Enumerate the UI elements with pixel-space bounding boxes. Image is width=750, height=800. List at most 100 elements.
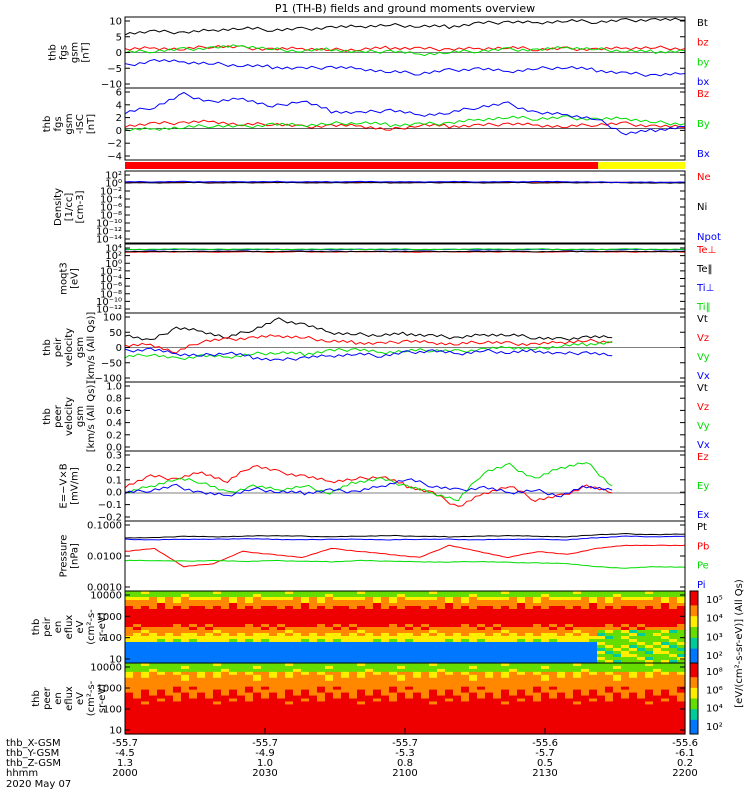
- spectrogram-cell: [285, 615, 294, 619]
- spectrogram-cell: [405, 668, 414, 673]
- spectrogram-cell: [189, 692, 198, 697]
- spectrogram-cell: [213, 627, 222, 631]
- spectrogram-cell: [333, 663, 342, 667]
- spectrogram-cell: [461, 701, 470, 706]
- spectrogram-cell: [605, 642, 614, 646]
- spectrogram-cell: [429, 627, 438, 631]
- spectrogram-cell: [533, 636, 542, 640]
- spectrogram-cell: [509, 692, 518, 697]
- spectrogram-cell: [269, 710, 278, 714]
- spectrogram-cell: [501, 671, 510, 676]
- spectrogram-cell: [133, 615, 142, 619]
- spectrogram-cell: [645, 660, 654, 664]
- spectrogram-cell: [125, 597, 134, 601]
- spectrogram-cell: [613, 636, 622, 640]
- spectrogram-cell: [645, 698, 654, 703]
- spectrogram-cell: [141, 642, 150, 646]
- spectrogram-cell: [637, 615, 646, 619]
- spectrogram-cell: [541, 686, 550, 691]
- spectrogram-cell: [645, 603, 654, 607]
- spectrogram-cell: [197, 606, 206, 610]
- spectrogram-cell: [493, 695, 502, 700]
- spectrogram-cell: [237, 665, 246, 670]
- spectrogram-cell: [565, 609, 574, 613]
- spectrogram-cell: [253, 630, 262, 634]
- spectrogram-cell: [381, 609, 390, 613]
- spectrogram-cell: [669, 645, 678, 649]
- spectrogram-cell: [157, 642, 166, 646]
- spectrogram-cell: [301, 725, 310, 729]
- spectrogram-cell: [461, 648, 470, 652]
- spectrogram-cell: [213, 651, 222, 655]
- spectrogram-cell: [525, 713, 534, 717]
- spectrogram-cell: [261, 716, 270, 720]
- spectrogram-cell: [285, 591, 294, 595]
- spectrogram-cell: [437, 606, 446, 610]
- spectrogram-cell: [189, 660, 198, 664]
- spectrogram-cell: [285, 668, 294, 673]
- spectrogram-cell: [341, 636, 350, 640]
- spectrogram-cell: [213, 698, 222, 703]
- spectrogram-cell: [157, 612, 166, 616]
- spectrogram-cell: [573, 651, 582, 655]
- spectrogram-cell: [621, 725, 630, 729]
- spectrogram-cell: [157, 591, 166, 595]
- spectrogram-cell: [333, 594, 342, 598]
- spectrogram-cell: [597, 615, 606, 619]
- spectrogram-cell: [293, 663, 302, 667]
- spectrogram-cell: [429, 600, 438, 604]
- spectrogram-cell: [621, 657, 630, 661]
- spectrogram-cell: [453, 642, 462, 646]
- spectrogram-cell: [661, 591, 670, 595]
- spectrogram-cell: [349, 701, 358, 706]
- spectrogram-cell: [229, 609, 238, 613]
- spectrogram-cell: [277, 722, 286, 726]
- spectrogram-cell: [365, 689, 374, 694]
- spectrogram-cell: [613, 716, 622, 720]
- spectrogram-cell: [533, 719, 542, 723]
- spectrogram-cell: [357, 627, 366, 631]
- spectrogram-cell: [293, 683, 302, 688]
- spectrogram-cell: [357, 597, 366, 601]
- spectrogram-cell: [621, 627, 630, 631]
- spectrogram-cell: [533, 609, 542, 613]
- spectrogram-cell: [277, 594, 286, 598]
- spectrogram-cell: [597, 654, 606, 658]
- spectrogram-cell: [493, 594, 502, 598]
- spectrogram-cell: [613, 713, 622, 717]
- spectrogram-cell: [613, 701, 622, 706]
- spectrogram-cell: [333, 633, 342, 637]
- spectrogram-cell: [277, 660, 286, 664]
- spectrogram-cell: [213, 648, 222, 652]
- spectrogram-cell: [525, 615, 534, 619]
- spectrogram-cell: [197, 668, 206, 673]
- spectrogram-cell: [525, 654, 534, 658]
- spectrogram-cell: [253, 639, 262, 643]
- spectrogram-cell: [581, 618, 590, 622]
- spectrogram-cell: [357, 692, 366, 697]
- spectrogram-cell: [413, 683, 422, 688]
- spectrogram-cell: [349, 665, 358, 670]
- spectrogram-cell: [205, 722, 214, 726]
- spectrogram-cell: [573, 660, 582, 664]
- spectrogram-cell: [189, 603, 198, 607]
- spectrogram-cell: [533, 651, 542, 655]
- spectrogram-cell: [469, 683, 478, 688]
- spectrogram-cell: [421, 692, 430, 697]
- spectrogram-cell: [437, 671, 446, 676]
- spectrogram-cell: [509, 642, 518, 646]
- spectrogram-cell: [629, 698, 638, 703]
- spectrogram-cell: [437, 728, 446, 732]
- spectrogram-cell: [677, 665, 686, 670]
- spectrogram-cell: [645, 680, 654, 685]
- spectrogram-cell: [277, 710, 286, 714]
- spectrogram-cell: [557, 686, 566, 691]
- spectrogram-cell: [645, 633, 654, 637]
- y-axis-label: thb fgs gsm -ISC [nT]: [42, 113, 97, 134]
- spectrogram-cell: [157, 674, 166, 679]
- spectrogram-cell: [285, 680, 294, 685]
- spectrogram-cell: [581, 725, 590, 729]
- spectrogram-cell: [341, 657, 350, 661]
